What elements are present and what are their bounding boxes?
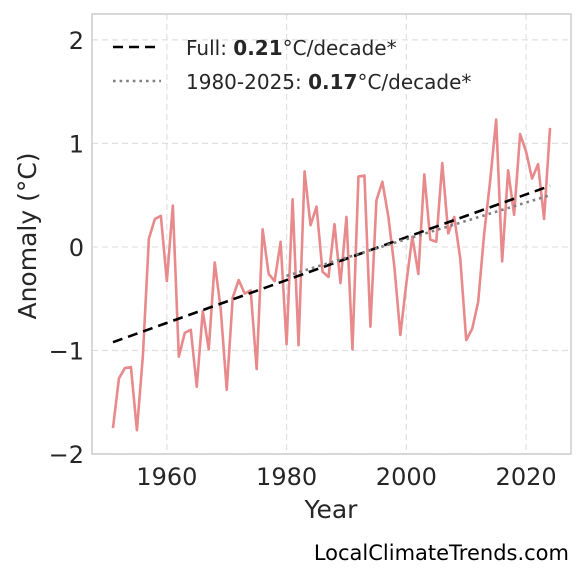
plot-frame — [91, 13, 572, 455]
legend-label-full: Full: 0.21°C/decade* — [186, 36, 397, 60]
legend-full-prefix: Full: — [186, 36, 233, 60]
credit-text: LocalClimateTrends.com — [314, 541, 569, 565]
legend-label-recent: 1980-2025: 0.17°C/decade* — [186, 70, 471, 94]
x-tick-label: 2020 — [496, 463, 557, 491]
gridlines — [92, 14, 571, 455]
y-tick-label: −2 — [49, 441, 84, 469]
y-tick-label: 0 — [69, 234, 84, 262]
legend-full-suffix: °C/decade* — [283, 36, 397, 60]
legend: Full: 0.21°C/decade* 1980-2025: 0.17°C/d… — [113, 36, 471, 94]
y-tick-label: 1 — [69, 130, 84, 158]
x-tick-label: 1960 — [136, 463, 197, 491]
anomaly-series-line — [111, 118, 552, 432]
legend-recent-suffix: °C/decade* — [357, 70, 471, 94]
legend-recent-value: 0.17 — [308, 70, 357, 94]
legend-recent-prefix: 1980-2025: — [186, 70, 308, 94]
y-ticks: −2 −1 0 1 2 — [49, 27, 84, 469]
x-tick-label: 2000 — [376, 463, 437, 491]
x-axis-title: Year — [304, 495, 359, 524]
x-ticks: 1960 1980 2000 2020 — [136, 463, 556, 491]
full-trend-line — [112, 184, 551, 344]
y-axis-title: Anomaly (°C) — [13, 152, 42, 319]
series-layer — [111, 118, 552, 432]
x-tick-label: 1980 — [256, 463, 317, 491]
y-tick-label: −1 — [49, 337, 84, 365]
y-tick-label: 2 — [69, 27, 84, 55]
legend-full-value: 0.21 — [233, 36, 282, 60]
